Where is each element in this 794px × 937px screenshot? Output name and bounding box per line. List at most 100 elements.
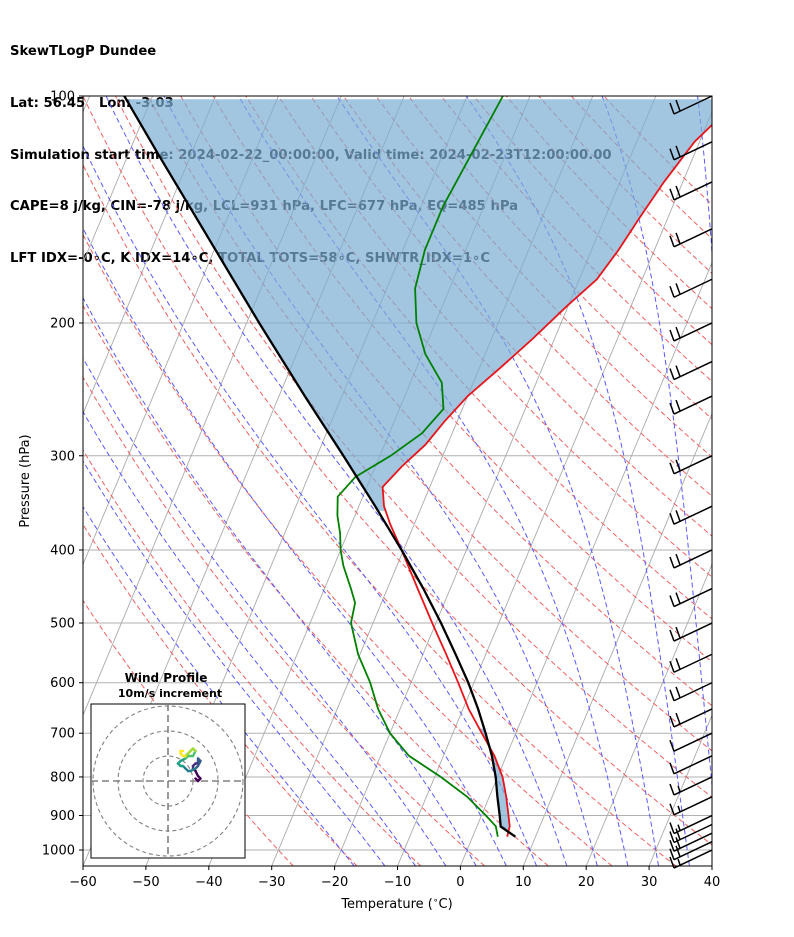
wind-barb-half <box>677 785 681 793</box>
wind-barb-flag <box>669 831 675 843</box>
dry-adiabat <box>310 96 712 537</box>
wind-barb-flag <box>675 828 681 840</box>
wind-barb <box>669 360 713 381</box>
y-axis-label: Pressure (hPa) <box>18 434 33 527</box>
wind-barb <box>669 228 713 248</box>
isotherm-gridline <box>585 563 712 866</box>
wind-barb <box>669 755 713 775</box>
wind-barb-shaft <box>673 228 713 248</box>
dry-adiabat <box>83 233 613 866</box>
x-tick-label: 30 <box>641 875 658 890</box>
wind-barb-flag <box>669 783 675 796</box>
isotherm-gridline <box>459 261 712 866</box>
wind-barb-flag <box>669 803 675 816</box>
moist-adiabat <box>83 296 477 866</box>
y-tick-label: 600 <box>50 676 75 691</box>
wind-barb-flag <box>675 145 681 158</box>
isotherm-gridline <box>522 412 712 866</box>
wind-barb-flag <box>675 326 681 339</box>
moist-adiabat <box>83 505 355 866</box>
wind-barb-flag <box>675 658 681 670</box>
wind-barb-flag <box>669 822 675 834</box>
moist-adiabat <box>465 96 690 866</box>
y-tick-label: 900 <box>50 809 75 824</box>
moist-adiabat <box>697 96 712 259</box>
wind-barb <box>669 682 713 702</box>
x-tick-label: −10 <box>384 875 411 890</box>
x-tick-label: −50 <box>132 875 159 890</box>
wind-barbs <box>669 95 713 869</box>
wind-barb-shaft <box>673 653 713 673</box>
wind-barb-shaft <box>673 622 713 642</box>
dry-adiabat <box>375 96 712 458</box>
x-tick-label: −40 <box>195 875 222 890</box>
wind-barb-flag <box>675 686 681 699</box>
wind-barb-flag <box>669 402 675 415</box>
moist-adiabat <box>83 357 447 866</box>
wind-barb-shaft <box>673 841 713 861</box>
wind-barb-shaft <box>673 682 713 702</box>
wind-barb-flag <box>669 235 675 248</box>
moist-adiabat <box>83 410 416 866</box>
grid-layer <box>83 96 712 866</box>
hodograph-title: Wind Profile <box>125 671 208 685</box>
wind-barb-flag <box>675 712 681 725</box>
moist-adiabat <box>83 227 507 866</box>
wind-barb-flag <box>669 285 675 298</box>
wind-barb-flag <box>675 592 681 604</box>
wind-barb-flag <box>669 595 675 607</box>
x-tick-label: 0 <box>456 875 464 890</box>
isotherm-gridline <box>83 96 216 415</box>
x-tick-label: 20 <box>578 875 595 890</box>
wind-barb-shaft <box>673 322 713 342</box>
cape-shading-low <box>479 728 510 830</box>
wind-barb <box>669 776 713 796</box>
wind-barb <box>669 622 713 642</box>
dry-adiabat <box>83 96 712 846</box>
x-tick-label: 40 <box>704 875 721 890</box>
moist-adiabat <box>237 96 629 866</box>
wind-barb-flag <box>675 459 681 472</box>
isotherm-gridline <box>83 96 91 114</box>
y-tick-label: 400 <box>50 543 75 558</box>
wind-barb <box>669 455 713 475</box>
wind-barb <box>669 549 713 569</box>
y-tick-label: 1000 <box>42 844 75 859</box>
wind-barb-shaft <box>673 796 713 816</box>
wind-barb-flag <box>669 556 675 569</box>
wind-barb <box>669 832 713 852</box>
isotherm-gridline <box>83 96 153 264</box>
wind-barb-flag <box>675 283 681 295</box>
wind-barb-flag <box>669 762 675 775</box>
wind-barb-flag <box>675 845 681 858</box>
wind-barb-flag <box>669 739 675 752</box>
wind-barb-flag <box>669 368 675 380</box>
wind-barb-shaft <box>673 814 713 835</box>
dry-adiabat <box>277 96 712 578</box>
isotherm-gridline <box>711 864 712 866</box>
dry-adiabat <box>83 304 549 866</box>
wind-barb-shaft <box>673 181 713 201</box>
wind-barb-shaft <box>673 832 713 852</box>
wind-barb <box>669 841 713 861</box>
wind-barb <box>669 814 713 835</box>
x-tick-label: −60 <box>69 875 96 890</box>
wind-barb <box>669 141 713 161</box>
wind-barb <box>669 796 713 816</box>
wind-barb <box>669 708 713 728</box>
wind-barb-flag <box>669 689 675 702</box>
wind-barb-half <box>677 805 681 813</box>
parcel-path <box>123 96 517 838</box>
wind-barb-flag <box>675 99 681 112</box>
wind-barb-flag <box>669 848 675 860</box>
wind-barb-shaft <box>673 360 713 381</box>
wind-barb-flag <box>675 553 681 566</box>
wind-barb-flag <box>675 399 681 412</box>
wind-barb-shaft <box>673 708 713 728</box>
wind-barb <box>669 732 713 752</box>
dry-adiabat <box>342 96 712 497</box>
dry-adiabat <box>83 523 358 866</box>
wind-barb <box>669 505 713 525</box>
wind-barb-shaft <box>673 549 713 569</box>
